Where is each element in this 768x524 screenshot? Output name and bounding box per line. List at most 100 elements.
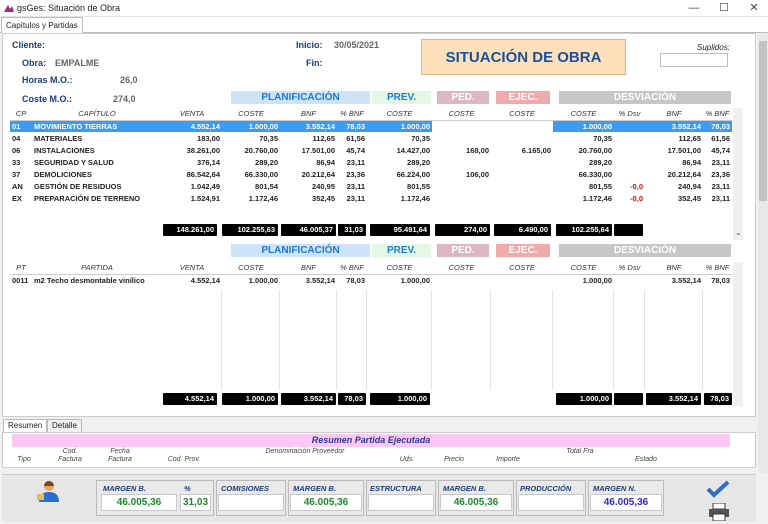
- table-cell: [491, 120, 553, 132]
- column-header: % Dsv: [614, 108, 645, 121]
- col-estado: Estado: [635, 456, 657, 463]
- close-button[interactable]: ✕: [749, 2, 759, 14]
- table-cell: 66.224,00: [396, 169, 430, 179]
- total-desv-coste: 102.255,64: [556, 224, 612, 236]
- margen-b3-label: MARGEN B.: [443, 484, 486, 493]
- table-cell: 33: [12, 157, 21, 167]
- table-row[interactable]: 01 MOVIMIENTO TIERRAS 4.552,14 1.000,00 3.55…: [10, 120, 732, 132]
- pt-total-desv-coste: 1.000,00: [556, 393, 612, 405]
- partidas-scrollbar[interactable]: [733, 262, 743, 406]
- column-header: COSTE: [553, 262, 614, 275]
- column-header: COSTE: [432, 262, 491, 275]
- window-scrollbar[interactable]: [758, 33, 768, 473]
- table-cell: 78,03: [703, 120, 732, 132]
- table-cell: 1.000,00: [367, 120, 432, 132]
- table-cell: [491, 192, 553, 204]
- table-cell: MATERIALES: [34, 133, 83, 143]
- app-logo-icon: [4, 5, 14, 12]
- table-cell: 1.172,46: [582, 193, 612, 203]
- column-header: PT: [10, 262, 32, 275]
- table-row[interactable]: 06 INSTALACIONES 38.261,00 20.760,00 17.501,…: [10, 144, 732, 156]
- column-header: % Dsv: [614, 262, 645, 275]
- table-row[interactable]: 04 MATERIALES 183,00 70,35 112,65 61,56 70,35 7…: [10, 132, 732, 144]
- estructura-value: [368, 494, 434, 511]
- pt-total-bnf: 3.552,14: [281, 393, 336, 405]
- table-row[interactable]: 33 SEGURIDAD Y SALUD 376,14 289,20 86,94 23,1…: [10, 156, 732, 168]
- table-cell: 78,03: [337, 120, 367, 132]
- table-cell: 14.427,00: [396, 145, 430, 155]
- table-cell: -0,0: [630, 181, 643, 191]
- table-cell: [614, 120, 645, 132]
- grid-line: [552, 290, 553, 390]
- total-ped: 274,00: [435, 224, 490, 236]
- total-venta: 148.261,00: [163, 224, 217, 236]
- table-cell: [491, 156, 553, 168]
- table-cell: 23,11: [711, 157, 730, 167]
- col-importe: Importe: [496, 456, 520, 463]
- scroll-thumb[interactable]: [759, 41, 767, 201]
- window-title: gsGes: Situación de Obra: [17, 3, 121, 13]
- table-cell: 289,20: [255, 157, 278, 167]
- tab-strip: [0, 17, 768, 33]
- table-cell: 352,45: [678, 193, 701, 203]
- table-cell: 23,11: [346, 181, 365, 191]
- table-cell: [491, 180, 553, 192]
- table-cell: 168,00: [466, 145, 489, 155]
- table-cell: 20.212,64: [667, 169, 701, 179]
- table-row[interactable]: 0011 m2 Techo desmontable vinílico 4.552,1…: [10, 274, 732, 286]
- inicio-label: Inicio:: [296, 40, 323, 50]
- table-cell: 6.165,00: [521, 145, 551, 155]
- table-cell: GESTIÓN DE RESIDUOS: [34, 181, 122, 191]
- table-cell: 70,35: [593, 133, 612, 143]
- checkmark-icon[interactable]: [706, 480, 730, 498]
- table-row[interactable]: EX PREPARACIÓN DE TERRENO 1.524,91 1.172,46…: [10, 192, 732, 204]
- printer-icon[interactable]: [708, 503, 730, 521]
- inicio-value: 30/05/2021: [334, 40, 380, 50]
- desviacion-header-2: DESVIACIÓN: [559, 244, 731, 257]
- table-cell: 86,94: [316, 157, 335, 167]
- table-cell: 3.552,14: [305, 275, 335, 285]
- produccion-value: [518, 494, 584, 511]
- table-cell: 70,35: [259, 133, 278, 143]
- chapters-scrollbar[interactable]: [733, 108, 743, 240]
- tab-detalle[interactable]: Detalle: [47, 419, 82, 432]
- table-cell: 112,65: [312, 133, 335, 143]
- table-cell: 17.501,00: [301, 145, 335, 155]
- table-cell: 240,95: [312, 181, 335, 191]
- table-row[interactable]: AN GESTIÓN DE RESIDUOS 1.042,49 801,54 240,9…: [10, 180, 732, 192]
- table-row[interactable]: 37 DEMOLICIONES 86.542,64 66.330,00 20.212,6…: [10, 168, 732, 180]
- grid-line: [613, 290, 614, 390]
- tab-capitulos-partidas[interactable]: Capítulos y Partidas: [1, 17, 83, 33]
- coste-mo-label: Coste M.O.:: [22, 94, 73, 104]
- minimize-button[interactable]: —: [688, 2, 700, 14]
- maximize-button[interactable]: ☐: [719, 2, 729, 14]
- column-header: VENTA: [162, 108, 222, 121]
- grid-line: [490, 290, 491, 390]
- chevron-down-icon[interactable]: ⌄: [735, 228, 742, 237]
- tab-resumen[interactable]: Resumen: [3, 419, 48, 432]
- table-cell: 112,65: [678, 133, 701, 143]
- grid-line: [702, 290, 703, 390]
- table-cell: MOVIMIENTO TIERRAS: [32, 120, 162, 132]
- col-cod-factura: Cod. Factura: [58, 448, 82, 463]
- pt-total-pct-bnf: 78,03: [338, 393, 366, 405]
- comisiones-label: COMISIONES: [221, 484, 269, 493]
- user-icon[interactable]: [36, 480, 62, 502]
- grid-line: [431, 290, 432, 390]
- ejec-header-2: EJEC.: [496, 244, 550, 257]
- column-header: COSTE: [491, 108, 553, 121]
- table-cell: [614, 132, 645, 144]
- grid-line: [279, 290, 280, 390]
- column-header: COSTE: [491, 262, 553, 275]
- table-cell: m2 Techo desmontable vinílico: [34, 275, 145, 285]
- chapters-table: CP CAPÍTULO VENTA COSTE BNF% BNF COSTE COSTE CO…: [10, 108, 732, 204]
- planificacion-header-2: PLANIFICACIÓN: [231, 244, 370, 257]
- column-header: COSTE: [222, 262, 280, 275]
- suplidos-field[interactable]: [660, 53, 728, 67]
- column-header: COSTE: [222, 108, 280, 121]
- table-cell: [614, 168, 645, 180]
- margen-n-label: MARGEN N.: [593, 484, 636, 493]
- table-cell: 3.552,14: [671, 275, 701, 285]
- table-cell: 17.501,00: [667, 145, 701, 155]
- table-cell: 61,56: [711, 133, 730, 143]
